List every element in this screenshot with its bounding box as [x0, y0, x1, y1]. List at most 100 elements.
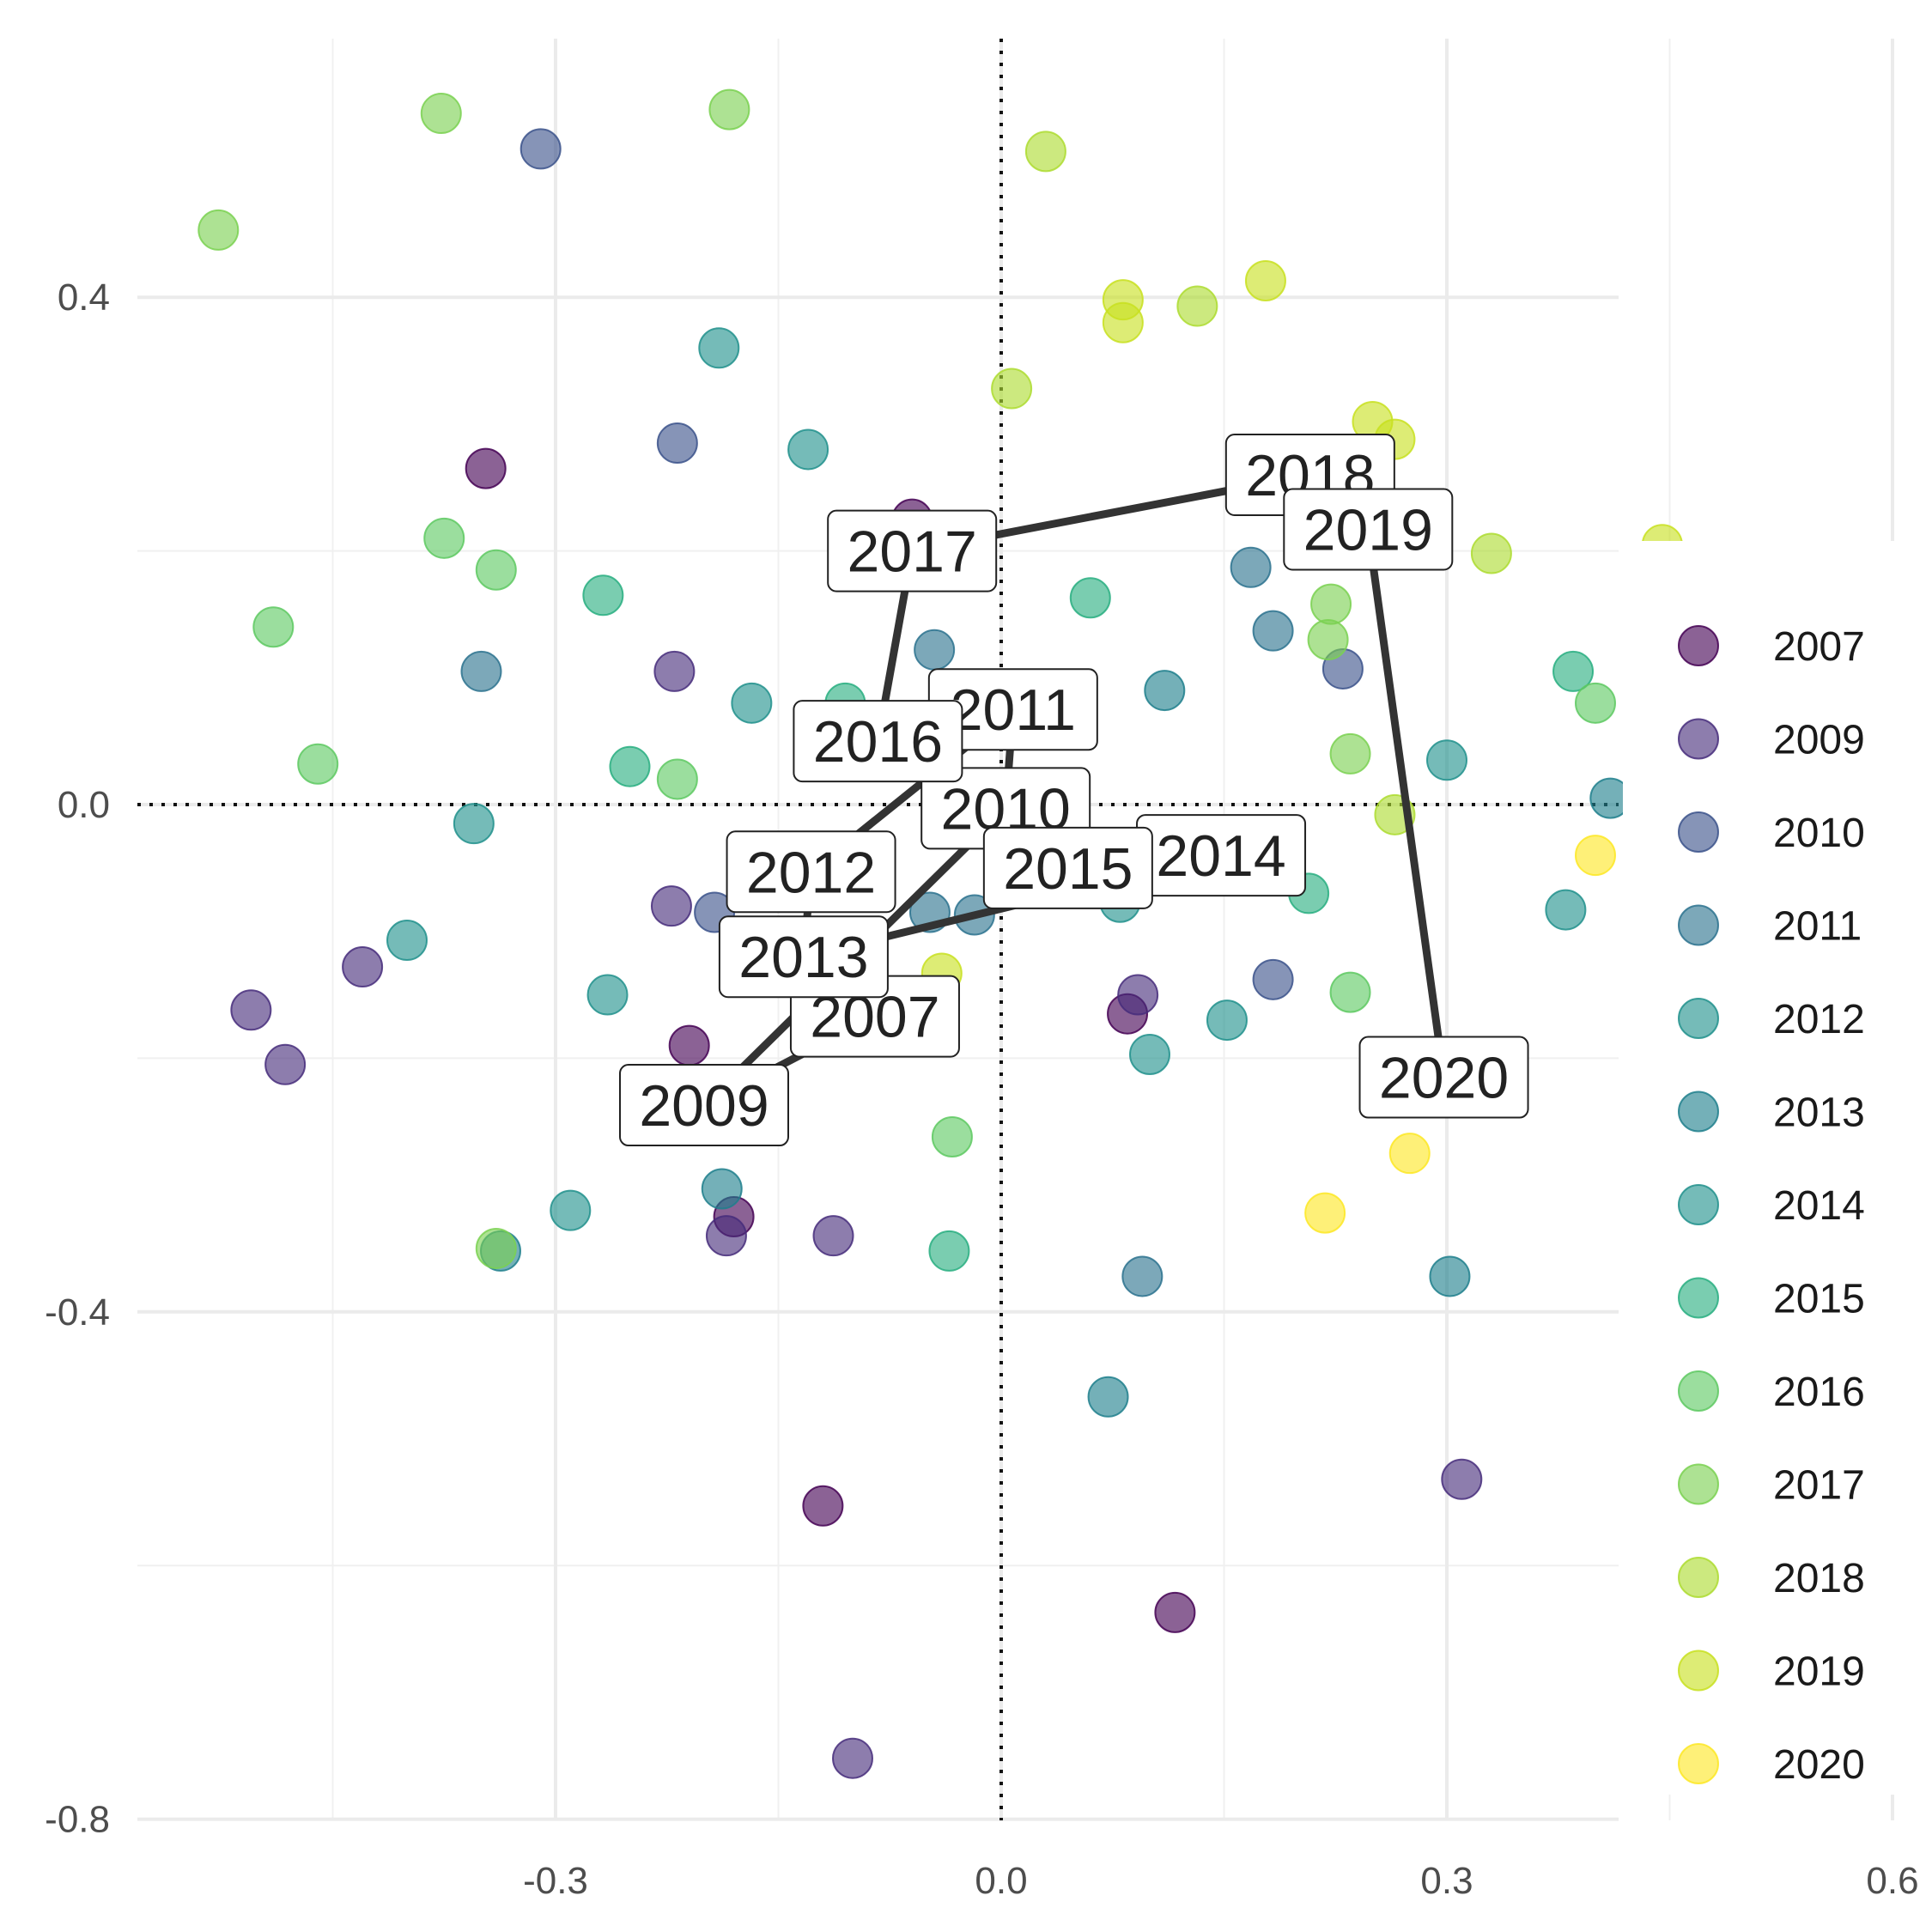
legend-label: 2009	[1773, 718, 1865, 763]
trajectory-label-2020: 2020	[1358, 1036, 1529, 1119]
data-point-2017	[1307, 618, 1349, 660]
label-text: 2016	[813, 709, 943, 775]
data-point-2012	[453, 803, 495, 845]
data-point-2016	[931, 1115, 973, 1157]
legend-key	[1678, 1557, 1719, 1598]
data-point-2009	[705, 1215, 747, 1257]
data-point-2016	[656, 758, 698, 800]
legend: 2007 2009 2010 2011 2012 2013 2014 2015 2016 2017…	[1623, 541, 1932, 1795]
data-point-2018	[1176, 285, 1218, 327]
data-point-2017	[197, 209, 240, 251]
legend-label: 2020	[1773, 1742, 1865, 1788]
y-tick-label: -0.4	[45, 1291, 110, 1334]
data-point-2013	[1429, 1255, 1471, 1297]
trajectory-label-2019: 2019	[1283, 488, 1454, 571]
legend-label: 2010	[1773, 811, 1865, 856]
legend-item-2019: 2019	[1678, 1649, 1865, 1695]
data-point-2016	[423, 517, 465, 559]
x-tick-label: -0.3	[523, 1860, 588, 1902]
legend-key	[1678, 998, 1719, 1039]
legend-key	[1678, 1743, 1719, 1784]
data-point-2013	[1087, 1376, 1129, 1418]
data-point-2009	[832, 1737, 873, 1779]
data-point-2015	[582, 574, 624, 617]
data-point-2011	[914, 629, 956, 671]
data-point-2015	[609, 745, 651, 787]
data-point-2012	[698, 327, 740, 369]
data-point-2009	[1117, 974, 1159, 1016]
legend-item-2012: 2012	[1678, 997, 1865, 1042]
data-point-2009	[230, 989, 272, 1031]
legend-item-2016: 2016	[1678, 1370, 1865, 1415]
legend-key	[1678, 1463, 1719, 1505]
data-point-2012	[1206, 999, 1248, 1042]
legend-key	[1678, 811, 1719, 853]
data-point-2015	[1552, 650, 1595, 692]
data-point-2012	[586, 974, 629, 1016]
label-text: 2020	[1379, 1046, 1509, 1111]
label-text: 2019	[1303, 497, 1433, 562]
data-point-2014	[1426, 739, 1467, 781]
data-point-2020	[1575, 835, 1616, 877]
trajectory-segment	[1364, 525, 1449, 1082]
legend-background	[1623, 541, 1932, 1795]
data-point-2016	[252, 606, 295, 648]
trajectory-label-2009: 2009	[619, 1064, 789, 1147]
label-text: 2012	[746, 840, 876, 905]
data-point-2019	[1244, 259, 1286, 301]
data-point-2009	[342, 946, 384, 988]
label-box	[793, 700, 963, 783]
trajectory-label-2013: 2013	[718, 915, 889, 999]
legend-key	[1678, 1184, 1719, 1225]
legend-key	[1678, 1277, 1719, 1319]
trajectory-label-2016: 2016	[793, 700, 963, 783]
legend-label: 2007	[1773, 624, 1865, 670]
label-box	[827, 509, 998, 592]
y-tick-label: -0.8	[45, 1799, 110, 1841]
legend-item-2020: 2020	[1678, 1742, 1865, 1788]
reference-lines	[137, 39, 1619, 1820]
scatter-points	[197, 88, 1683, 1779]
legend-label: 2017	[1773, 1463, 1865, 1509]
data-point-2012	[731, 682, 773, 724]
data-point-2012	[550, 1189, 592, 1231]
data-point-2014	[787, 428, 829, 471]
trajectory-label-2011: 2011	[927, 668, 1098, 751]
legend-key	[1678, 625, 1719, 666]
legend-item-2009: 2009	[1678, 718, 1865, 763]
data-point-2016	[1575, 682, 1616, 724]
data-point-2009	[1441, 1458, 1483, 1500]
legend-item-2011: 2011	[1678, 904, 1862, 950]
legend-item-2015: 2015	[1678, 1277, 1865, 1322]
legend-item-2014: 2014	[1678, 1183, 1865, 1229]
y-tick-label: 0.4	[58, 276, 110, 319]
label-box	[718, 915, 889, 999]
legend-item-2013: 2013	[1678, 1091, 1865, 1136]
label-text: 2015	[1003, 836, 1133, 902]
data-point-2009	[812, 1215, 854, 1257]
legend-label: 2019	[1773, 1649, 1865, 1695]
label-text: 2014	[1156, 823, 1285, 889]
y-tick-label: 0.0	[58, 784, 110, 826]
x-tick-label: 0.3	[1420, 1860, 1473, 1902]
data-point-2018	[991, 368, 1033, 410]
data-point-2013	[1144, 670, 1186, 712]
x-tick-label: 0.0	[975, 1860, 1027, 1902]
data-point-2007	[668, 1024, 710, 1066]
data-point-2013	[701, 1168, 743, 1210]
legend-key	[1678, 1649, 1719, 1692]
label-text: 2009	[639, 1073, 769, 1139]
data-point-2011	[1121, 1255, 1163, 1297]
trajectory-labels: 2007200920102011201220132014201520162017…	[619, 433, 1529, 1147]
data-point-2009	[650, 885, 692, 927]
data-point-2011	[1252, 610, 1294, 652]
data-point-2017	[420, 93, 462, 135]
legend-item-2010: 2010	[1678, 811, 1865, 856]
data-point-2009	[653, 650, 696, 692]
data-point-2020	[1388, 1133, 1431, 1175]
data-point-2007	[1154, 1591, 1196, 1633]
label-text: 2017	[848, 519, 977, 585]
data-point-2016	[297, 743, 339, 785]
data-point-2009	[264, 1043, 307, 1085]
data-point-2014	[1129, 1033, 1170, 1075]
